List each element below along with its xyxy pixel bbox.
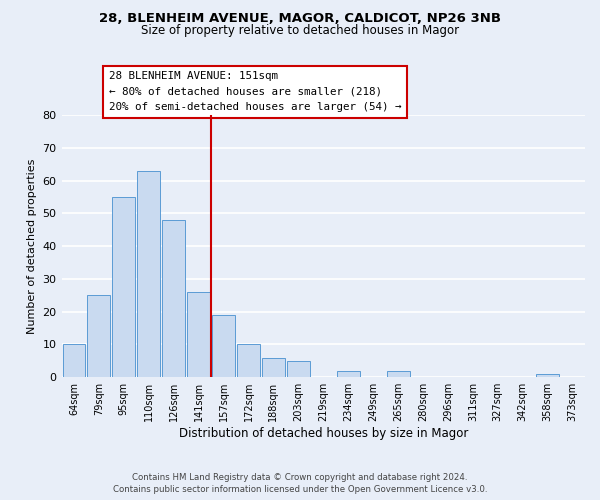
Bar bbox=[212, 315, 235, 377]
Text: 28, BLENHEIM AVENUE, MAGOR, CALDICOT, NP26 3NB: 28, BLENHEIM AVENUE, MAGOR, CALDICOT, NP… bbox=[99, 12, 501, 26]
Bar bbox=[88, 296, 110, 377]
Text: Size of property relative to detached houses in Magor: Size of property relative to detached ho… bbox=[141, 24, 459, 37]
Bar bbox=[162, 220, 185, 377]
Text: Contains HM Land Registry data © Crown copyright and database right 2024.
Contai: Contains HM Land Registry data © Crown c… bbox=[113, 472, 487, 494]
Bar bbox=[262, 358, 285, 377]
Bar bbox=[287, 361, 310, 377]
Bar bbox=[112, 197, 136, 377]
Bar bbox=[536, 374, 559, 377]
Bar bbox=[237, 344, 260, 377]
Bar bbox=[187, 292, 210, 377]
Bar bbox=[137, 171, 160, 377]
Bar bbox=[337, 370, 359, 377]
Y-axis label: Number of detached properties: Number of detached properties bbox=[27, 158, 37, 334]
Bar bbox=[386, 370, 410, 377]
Text: 28 BLENHEIM AVENUE: 151sqm
← 80% of detached houses are smaller (218)
20% of sem: 28 BLENHEIM AVENUE: 151sqm ← 80% of deta… bbox=[109, 71, 401, 112]
X-axis label: Distribution of detached houses by size in Magor: Distribution of detached houses by size … bbox=[179, 427, 468, 440]
Bar bbox=[62, 344, 85, 377]
